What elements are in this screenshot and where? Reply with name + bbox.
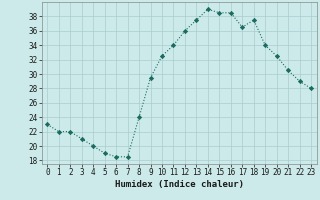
X-axis label: Humidex (Indice chaleur): Humidex (Indice chaleur): [115, 180, 244, 189]
